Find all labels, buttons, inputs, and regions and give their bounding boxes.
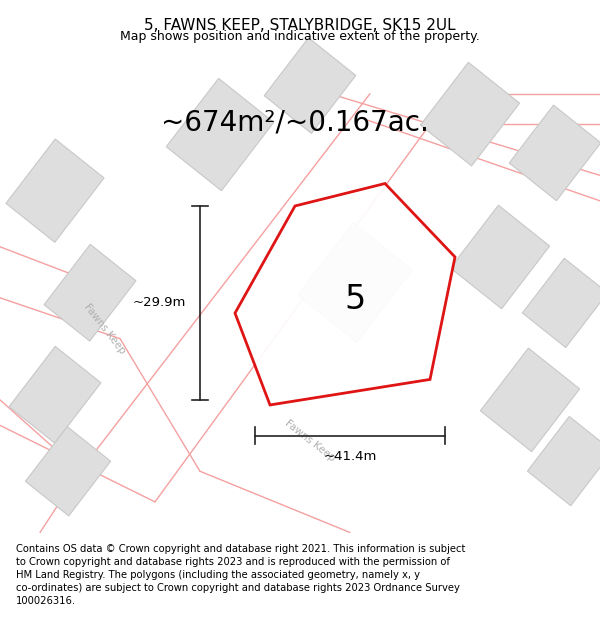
Text: Map shows position and indicative extent of the property.: Map shows position and indicative extent…	[120, 30, 480, 43]
Text: ~674m²/~0.167ac.: ~674m²/~0.167ac.	[161, 108, 429, 136]
Polygon shape	[451, 205, 550, 309]
Text: ~29.9m: ~29.9m	[133, 296, 186, 309]
Text: Fawns Keep: Fawns Keep	[82, 301, 128, 356]
Polygon shape	[298, 222, 412, 343]
Polygon shape	[25, 427, 110, 516]
Polygon shape	[44, 244, 136, 341]
Polygon shape	[6, 139, 104, 242]
Polygon shape	[509, 105, 600, 201]
Polygon shape	[523, 258, 600, 348]
Text: ~41.4m: ~41.4m	[323, 450, 377, 463]
Text: 5: 5	[344, 283, 365, 316]
Text: co-ordinates) are subject to Crown copyright and database rights 2023 Ordnance S: co-ordinates) are subject to Crown copyr…	[16, 583, 460, 593]
Polygon shape	[9, 346, 101, 443]
Polygon shape	[235, 184, 455, 405]
Text: to Crown copyright and database rights 2023 and is reproduced with the permissio: to Crown copyright and database rights 2…	[16, 557, 450, 567]
Text: Contains OS data © Crown copyright and database right 2021. This information is : Contains OS data © Crown copyright and d…	[16, 544, 466, 554]
Polygon shape	[264, 38, 356, 133]
Polygon shape	[166, 78, 274, 191]
Text: 5, FAWNS KEEP, STALYBRIDGE, SK15 2UL: 5, FAWNS KEEP, STALYBRIDGE, SK15 2UL	[144, 18, 456, 32]
Text: HM Land Registry. The polygons (including the associated geometry, namely x, y: HM Land Registry. The polygons (includin…	[16, 570, 420, 580]
Text: 100026316.: 100026316.	[16, 596, 76, 606]
Text: Fawns Keep: Fawns Keep	[283, 418, 337, 463]
Polygon shape	[527, 416, 600, 506]
Polygon shape	[421, 62, 520, 166]
Polygon shape	[481, 348, 580, 452]
